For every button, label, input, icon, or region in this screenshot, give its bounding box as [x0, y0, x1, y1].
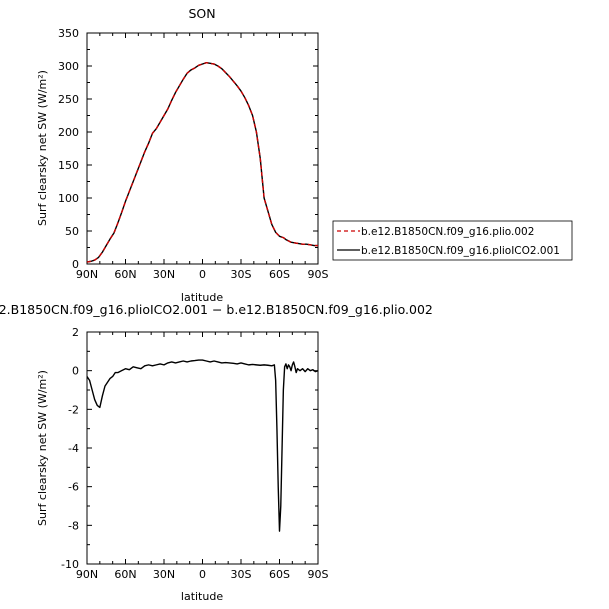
bottom-x-tick-label: 60N — [114, 568, 136, 581]
bottom-chart: b.e12.B1850CN.f09_g16.plioICO2.001 − b.e… — [0, 302, 433, 603]
top-y-tick-label: 200 — [58, 126, 79, 139]
bottom-x-axis-label: latitude — [181, 590, 223, 603]
top-y-tick-label: 100 — [58, 192, 79, 205]
top-chart: SON 0 50 100 150 200 250 300 350 90N 60N 30N 0 30S 6… — [36, 6, 329, 304]
top-y-tick-label: 0 — [72, 258, 79, 271]
top-x-tick-label: 30S — [231, 268, 252, 281]
bottom-x-tick-label: 0 — [199, 568, 206, 581]
top-y-tick-label: 150 — [58, 159, 79, 172]
top-x-tick-label: 90N — [76, 268, 98, 281]
bottom-y-tick-label: -4 — [68, 442, 79, 455]
top-x-tick-label: 0 — [199, 268, 206, 281]
bottom-x-ticks: 90N 60N 30N 0 30S 60S 90S — [76, 332, 329, 581]
legend: b.e12.B1850CN.f09_g16.plio.002 b.e12.B18… — [332, 220, 573, 261]
bottom-x-tick-label: 90S — [308, 568, 329, 581]
top-x-tick-label: 60S — [269, 268, 290, 281]
legend-box — [332, 220, 573, 261]
top-y-tick-label: 350 — [58, 27, 79, 40]
top-x-tick-label: 30N — [153, 268, 175, 281]
top-x-tick-label: 90S — [308, 268, 329, 281]
top-y-tick-label: 300 — [58, 60, 79, 73]
top-x-axis-label: latitude — [181, 291, 223, 304]
bottom-y-tick-label: 0 — [72, 365, 79, 378]
bottom-x-tick-label: 30N — [153, 568, 175, 581]
top-x-tick-label: 60N — [114, 268, 136, 281]
bottom-x-tick-label: 90N — [76, 568, 98, 581]
top-y-ticks: 0 50 100 150 200 250 300 350 — [58, 27, 318, 271]
top-series-line-1 — [86, 62, 318, 263]
bottom-y-tick-label: -8 — [68, 519, 79, 532]
top-chart-title: SON — [188, 6, 215, 21]
top-series-line-2 — [86, 62, 318, 263]
legend-label-plioICO2: b.e12.B1850CN.f09_g16.plioICO2.001 — [361, 245, 560, 257]
top-y-tick-label: 50 — [65, 225, 79, 238]
bottom-series-lines — [86, 359, 319, 532]
bottom-x-tick-label: 30S — [231, 568, 252, 581]
bottom-y-axis-label: Surf clearsky net SW (W/m²) — [36, 370, 49, 526]
legend-label-plio: b.e12.B1850CN.f09_g16.plio.002 — [361, 226, 534, 238]
bottom-chart-title: b.e12.B1850CN.f09_g16.plioICO2.001 − b.e… — [0, 302, 433, 317]
bottom-y-tick-label: 2 — [72, 326, 79, 339]
top-x-ticks: 90N 60N 30N 0 30S 60S 90S — [76, 33, 329, 281]
top-plot-frame — [86, 32, 319, 265]
top-series-lines — [86, 62, 318, 263]
bottom-plot-frame — [86, 331, 319, 565]
bottom-y-ticks: -10 -8 -6 -4 -2 0 2 — [61, 326, 318, 571]
bottom-y-tick-label: -10 — [61, 558, 79, 571]
bottom-x-tick-label: 60S — [269, 568, 290, 581]
bottom-series-line-1 — [86, 359, 319, 532]
top-y-tick-label: 250 — [58, 93, 79, 106]
bottom-y-tick-label: -2 — [68, 403, 79, 416]
bottom-y-tick-label: -6 — [68, 481, 79, 494]
top-y-axis-label: Surf clearsky net SW (W/m²) — [36, 70, 49, 226]
